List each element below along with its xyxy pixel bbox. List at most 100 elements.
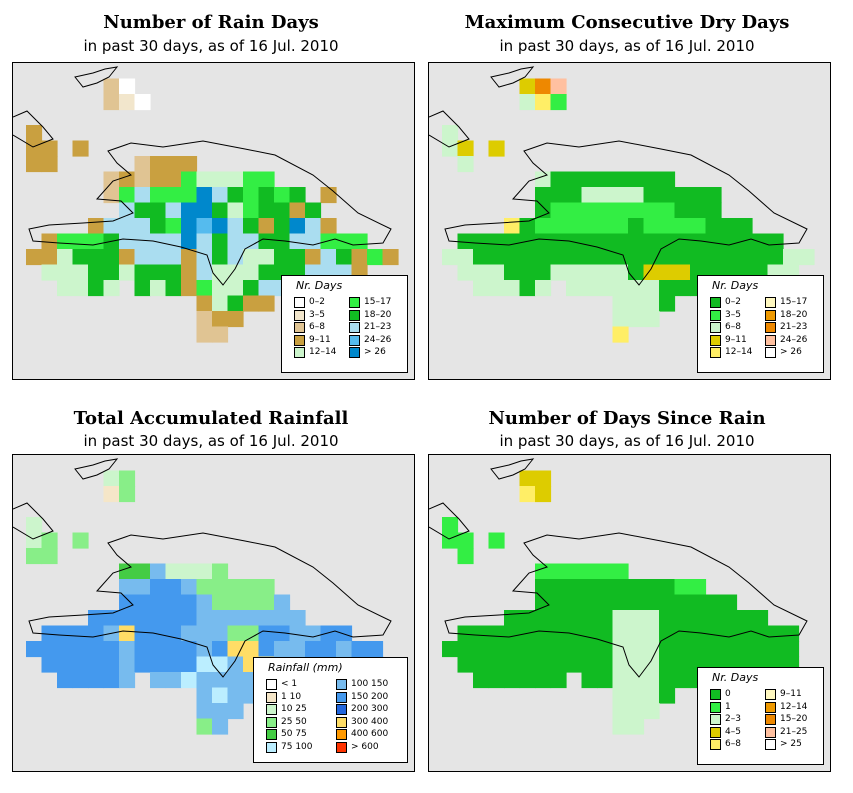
grid-cell (597, 641, 614, 658)
grid-cell (103, 641, 120, 658)
panel-title-total-rainfall: Total Accumulated Rainfall (73, 408, 349, 429)
grid-cell (243, 641, 260, 658)
grid-cell (274, 202, 291, 219)
legend-title: Rainfall (mm) (268, 661, 343, 674)
map-panel-rain-days: Nr. Days 0–2 3–5 6–8 9–11 12–14 15–17 18–20 21–… (12, 62, 415, 380)
legend-label: 100 150 (351, 679, 389, 689)
legend-label: 0–2 (725, 297, 741, 307)
grid-cell (227, 594, 244, 611)
grid-cell (612, 656, 629, 673)
grid-cell (258, 579, 275, 596)
grid-cell (41, 140, 58, 157)
grid-cell (258, 249, 275, 266)
grid-cell (535, 641, 552, 658)
grid-cell (535, 280, 552, 297)
grid-cell (535, 563, 552, 580)
grid-cell (41, 656, 58, 673)
grid-cell (597, 264, 614, 281)
grid-cell (597, 233, 614, 250)
grid-cell (212, 563, 229, 580)
grid-cell (103, 78, 120, 95)
grid-cell (134, 625, 151, 642)
grid-cell (659, 672, 676, 689)
grid-cell (227, 249, 244, 266)
grid-cell (643, 610, 660, 627)
grid-cell (736, 218, 753, 235)
grid-cell (165, 641, 182, 658)
grid-cell (721, 641, 738, 658)
grid-cell (612, 594, 629, 611)
grid-cell (88, 233, 105, 250)
grid-cell (212, 326, 229, 343)
grid-cell (26, 532, 43, 549)
grid-cell (134, 94, 151, 111)
grid-cell (119, 656, 136, 673)
grid-cell (674, 610, 691, 627)
grid-cell (721, 610, 738, 627)
grid-cell (457, 548, 474, 565)
grid-cell (274, 594, 291, 611)
grid-cell (119, 94, 136, 111)
grid-cell (227, 280, 244, 297)
grid-cell (258, 187, 275, 204)
grid-cell (181, 280, 198, 297)
grid-cell (457, 625, 474, 642)
grid-cell (26, 517, 43, 534)
grid-cell (442, 125, 459, 142)
map-panel-max-dry-days: Nr. Days 0–2 3–5 6–8 9–11 12–14 15–17 18–20 21–… (428, 62, 831, 380)
grid-cell (550, 78, 567, 95)
grid-cell (274, 218, 291, 235)
grid-cell (258, 218, 275, 235)
legend-item: 3–5 (294, 309, 325, 322)
grid-cell (535, 486, 552, 503)
grid-cell (227, 672, 244, 689)
grid-cell (57, 264, 74, 281)
grid-cell (457, 156, 474, 173)
grid-cell (150, 610, 167, 627)
grid-cell (581, 579, 598, 596)
grid-cell (705, 249, 722, 266)
grid-cell (181, 610, 198, 627)
grid-cell (488, 532, 505, 549)
grid-cell (597, 202, 614, 219)
grid-cell (566, 233, 583, 250)
map-panel-total-rainfall: Rainfall (mm) < 1 1 10 10 25 25 50 50 75 75 1… (12, 454, 415, 772)
grid-cell (103, 486, 120, 503)
grid-cell (196, 579, 213, 596)
legend-item: 0 (710, 688, 731, 701)
grid-cell (41, 249, 58, 266)
grid-cell (659, 687, 676, 704)
grid-cell (473, 672, 490, 689)
legend-swatch (349, 347, 360, 358)
legend-swatch (765, 334, 776, 346)
grid-cell (165, 233, 182, 250)
cuba-outline (429, 502, 470, 540)
grid-cell (705, 610, 722, 627)
grid-cell (442, 140, 459, 157)
grid-cell (488, 625, 505, 642)
grid-cell (581, 625, 598, 642)
legend-swatch (266, 741, 277, 753)
grid-cell (597, 280, 614, 297)
grid-cell (674, 249, 691, 266)
grid-cell (150, 656, 167, 673)
grid-cell (504, 610, 521, 627)
grid-cell (165, 656, 182, 673)
legend-item: 12–14 (710, 346, 752, 359)
legend-swatch (710, 347, 721, 358)
grid-cell (88, 610, 105, 627)
grid-cell (659, 249, 676, 266)
legend-item: > 26 (349, 346, 386, 359)
grid-cell (597, 187, 614, 204)
legend-swatch (765, 347, 776, 358)
legend-label: 18–20 (364, 309, 392, 320)
grid-cell (72, 264, 89, 281)
grid-cell (504, 672, 521, 689)
legend-label: 9–11 (780, 689, 802, 699)
grid-cell (659, 295, 676, 312)
grid-cell (196, 280, 213, 297)
grid-cell (134, 202, 151, 219)
grid-cell (767, 249, 784, 266)
legend-item: 75 100 (266, 741, 313, 754)
grid-cell (550, 579, 567, 596)
